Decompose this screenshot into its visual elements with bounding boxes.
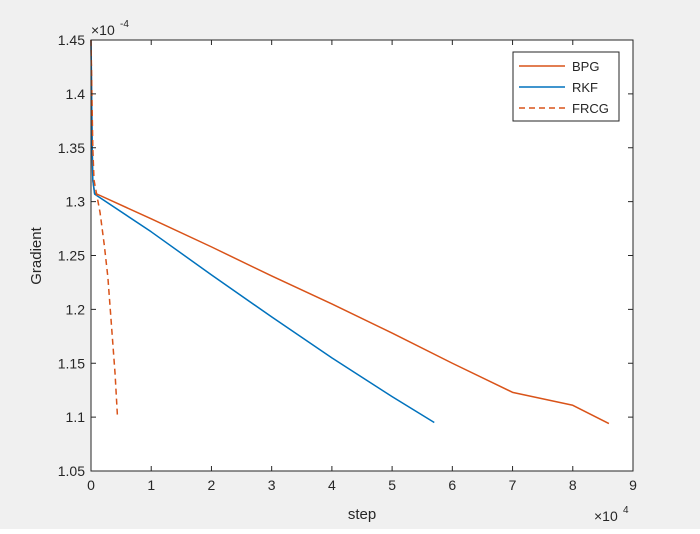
- ticks-layer: 0 1 2 3 4 5 6 7 8 9 1.05 1.1 1.15 1.2 1.25 1.3 1.35 1.4 1.…: [58, 32, 637, 493]
- series-layer: [90, 39, 610, 425]
- legend-label-rkf: RKF: [572, 80, 598, 95]
- x-tick-label: 3: [268, 477, 276, 493]
- y-exponent-power: -4: [120, 19, 129, 30]
- y-tick-label: 1.2: [66, 301, 86, 317]
- y-exponent-base: ×10: [91, 22, 115, 38]
- x-exponent-power: 4: [623, 505, 629, 516]
- x-exponent: ×10 4: [594, 505, 629, 524]
- y-tick-label: 1.35: [58, 140, 85, 156]
- y-tick-label: 1.1: [66, 409, 86, 425]
- x-tick-label: 5: [388, 477, 396, 493]
- x-exponent-base: ×10: [594, 508, 618, 524]
- x-tick-label: 4: [328, 477, 336, 493]
- x-tick-label: 2: [208, 477, 216, 493]
- x-tick-label: 8: [569, 477, 577, 493]
- x-tick-label: 7: [509, 477, 517, 493]
- y-tick-label: 1.25: [58, 248, 85, 264]
- x-axis-label: step: [348, 506, 376, 523]
- y-axis-label: Gradient: [28, 226, 45, 284]
- x-tick-label: 0: [87, 477, 95, 493]
- legend-label-frcg: FRCG: [572, 101, 609, 116]
- x-tick-label: 6: [448, 477, 456, 493]
- y-tick-label: 1.05: [58, 463, 85, 479]
- y-tick-label: 1.15: [58, 355, 85, 371]
- x-tick-label: 9: [629, 477, 637, 493]
- x-tick-label: 1: [147, 477, 155, 493]
- series-line-rkf: [90, 39, 435, 424]
- y-tick-label: 1.4: [66, 86, 86, 102]
- legend: BPG RKF FRCG: [512, 51, 620, 122]
- legend-label-bpg: BPG: [572, 59, 599, 74]
- y-tick-label: 1.3: [66, 194, 86, 210]
- y-tick-label: 1.45: [58, 32, 85, 48]
- y-exponent: ×10 -4: [91, 19, 129, 38]
